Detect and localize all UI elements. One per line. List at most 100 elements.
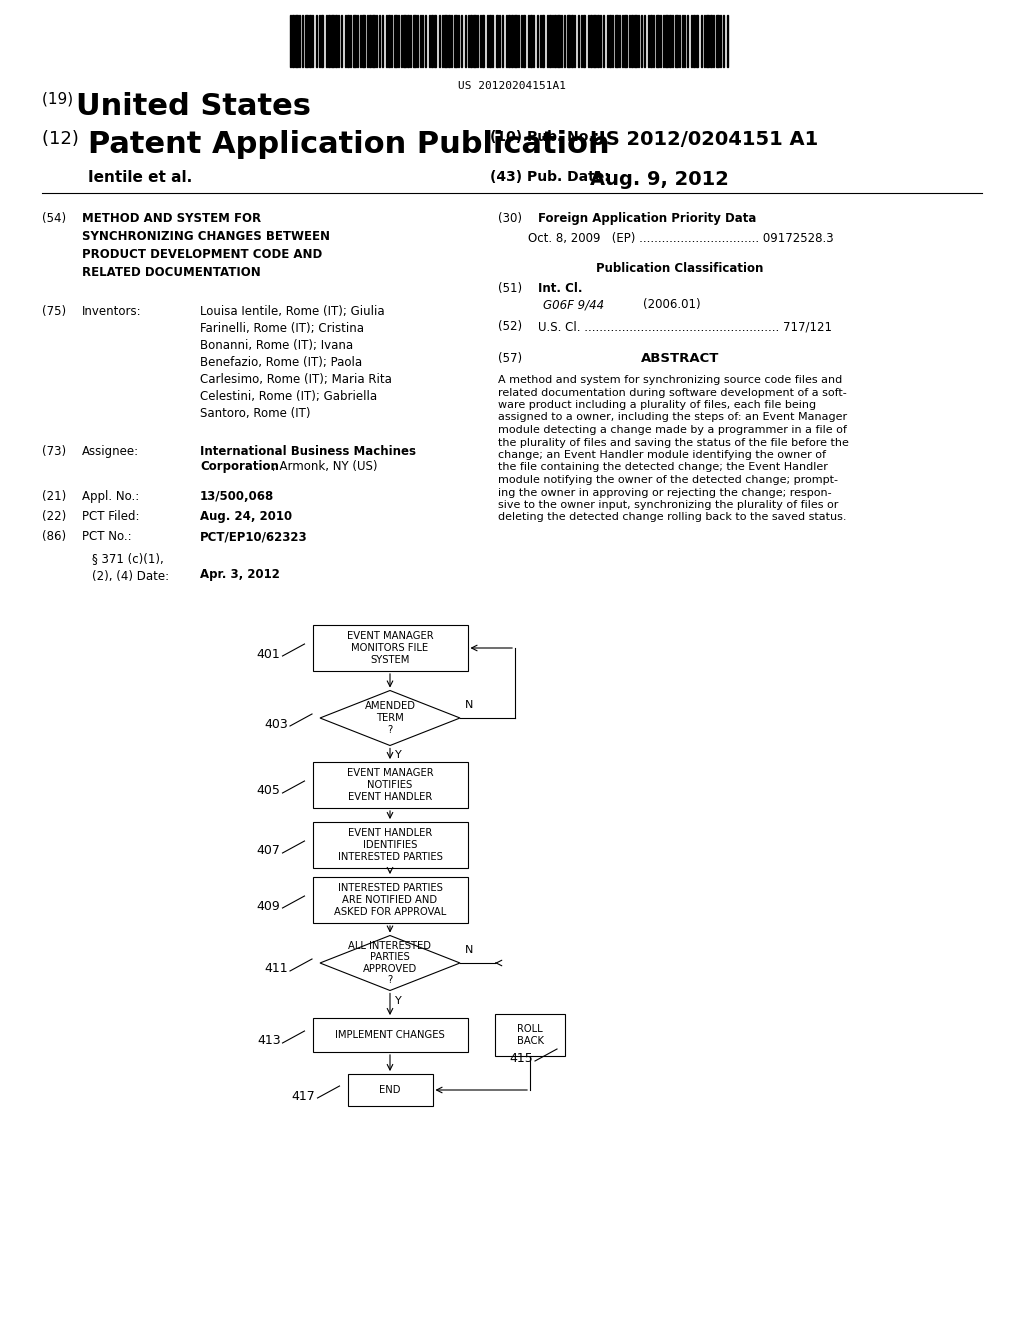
Text: ing the owner in approving or rejecting the change; respon-: ing the owner in approving or rejecting … bbox=[498, 487, 831, 498]
Bar bbox=[523, 15, 525, 67]
Bar bbox=[542, 15, 544, 67]
Bar bbox=[312, 876, 468, 923]
Text: assigned to a owner, including the steps of: an Event Manager: assigned to a owner, including the steps… bbox=[498, 412, 847, 422]
Bar bbox=[312, 624, 468, 671]
Bar bbox=[403, 15, 406, 67]
Bar bbox=[473, 15, 476, 67]
Text: END: END bbox=[379, 1085, 400, 1096]
Bar bbox=[549, 15, 551, 67]
Text: 411: 411 bbox=[264, 962, 288, 975]
Text: PCT/EP10/62323: PCT/EP10/62323 bbox=[200, 531, 307, 543]
Bar bbox=[407, 15, 409, 67]
Bar bbox=[312, 762, 468, 808]
Text: (73): (73) bbox=[42, 445, 67, 458]
Bar bbox=[675, 15, 678, 67]
Text: Louisa Ientile, Rome (IT); Giulia
Farinelli, Rome (IT); Cristina
Bonanni, Rome (: Louisa Ientile, Rome (IT); Giulia Farine… bbox=[200, 305, 392, 420]
Text: Aug. 24, 2010: Aug. 24, 2010 bbox=[200, 510, 292, 523]
Bar bbox=[470, 15, 472, 67]
Text: 401: 401 bbox=[257, 648, 281, 660]
Bar bbox=[530, 15, 532, 67]
Text: (52): (52) bbox=[498, 319, 522, 333]
Text: METHOD AND SYSTEM FOR
SYNCHRONIZING CHANGES BETWEEN
PRODUCT DEVELOPMENT CODE AND: METHOD AND SYSTEM FOR SYNCHRONIZING CHAN… bbox=[82, 213, 330, 279]
Bar bbox=[312, 1018, 468, 1052]
Text: U.S. Cl. .................................................... 717/121: U.S. Cl. ...............................… bbox=[538, 319, 831, 333]
Text: AMENDED
TERM
?: AMENDED TERM ? bbox=[365, 701, 416, 735]
Text: Patent Application Publication: Patent Application Publication bbox=[88, 129, 609, 158]
Bar bbox=[305, 15, 308, 67]
Text: EVENT MANAGER
NOTIFIES
EVENT HANDLER: EVENT MANAGER NOTIFIES EVENT HANDLER bbox=[347, 768, 433, 801]
Bar bbox=[372, 15, 375, 67]
Bar bbox=[597, 15, 599, 67]
Bar bbox=[710, 15, 712, 67]
Bar bbox=[593, 15, 596, 67]
Bar bbox=[706, 15, 709, 67]
Text: INTERESTED PARTIES
ARE NOTIFIED AND
ASKED FOR APPROVAL: INTERESTED PARTIES ARE NOTIFIED AND ASKE… bbox=[334, 883, 446, 916]
Text: Apr. 3, 2012: Apr. 3, 2012 bbox=[200, 568, 280, 581]
Text: 413: 413 bbox=[257, 1035, 281, 1048]
Bar bbox=[347, 1074, 432, 1106]
Text: A method and system for synchronizing source code files and: A method and system for synchronizing so… bbox=[498, 375, 843, 385]
Bar bbox=[557, 15, 560, 67]
Text: EVENT HANDLER
IDENTIFIES
INTERESTED PARTIES: EVENT HANDLER IDENTIFIES INTERESTED PART… bbox=[338, 829, 442, 862]
Bar bbox=[615, 15, 618, 67]
Text: Oct. 8, 2009   (EP) ................................ 09172528.3: Oct. 8, 2009 (EP) ......................… bbox=[528, 232, 834, 246]
Bar bbox=[321, 15, 323, 67]
Bar bbox=[362, 15, 365, 67]
Text: (19): (19) bbox=[42, 92, 78, 107]
Text: 407: 407 bbox=[257, 845, 281, 858]
Text: (21): (21) bbox=[42, 490, 67, 503]
Bar bbox=[716, 15, 719, 67]
Text: Inventors:: Inventors: bbox=[82, 305, 141, 318]
Text: the plurality of files and saving the status of the file before the: the plurality of files and saving the st… bbox=[498, 437, 849, 447]
Text: International Business Machines: International Business Machines bbox=[200, 445, 416, 458]
Text: EVENT MANAGER
MONITORS FILE
SYSTEM: EVENT MANAGER MONITORS FILE SYSTEM bbox=[347, 631, 433, 664]
Text: Y: Y bbox=[395, 995, 401, 1006]
Text: US 2012/0204151 A1: US 2012/0204151 A1 bbox=[590, 129, 818, 149]
Text: Int. Cl.: Int. Cl. bbox=[538, 282, 583, 294]
Bar bbox=[431, 15, 433, 67]
Text: module detecting a change made by a programmer in a file of: module detecting a change made by a prog… bbox=[498, 425, 847, 436]
Text: (54): (54) bbox=[42, 213, 67, 224]
Text: United States: United States bbox=[76, 92, 311, 121]
Bar bbox=[665, 15, 668, 67]
Text: ALL INTERESTED
PARTIES
APPROVED
?: ALL INTERESTED PARTIES APPROVED ? bbox=[348, 941, 431, 986]
Text: 405: 405 bbox=[257, 784, 281, 797]
Text: N: N bbox=[465, 700, 473, 710]
Text: Publication Classification: Publication Classification bbox=[596, 261, 764, 275]
Text: module notifying the owner of the detected change; prompt-: module notifying the owner of the detect… bbox=[498, 475, 838, 484]
Bar bbox=[650, 15, 652, 67]
Text: (57): (57) bbox=[498, 352, 522, 366]
Bar bbox=[295, 15, 298, 67]
Text: G06F 9/44: G06F 9/44 bbox=[543, 298, 604, 312]
Bar bbox=[353, 15, 356, 67]
Bar bbox=[347, 15, 349, 67]
Bar bbox=[631, 15, 633, 67]
Text: sive to the owner input, synchronizing the plurality of files or: sive to the owner input, synchronizing t… bbox=[498, 500, 839, 510]
Bar bbox=[489, 15, 490, 67]
Text: change; an Event Handler module identifying the owner of: change; an Event Handler module identify… bbox=[498, 450, 826, 459]
Text: PCT No.:: PCT No.: bbox=[82, 531, 132, 543]
Text: Corporation: Corporation bbox=[200, 459, 279, 473]
Bar bbox=[394, 15, 397, 67]
Bar bbox=[434, 15, 436, 67]
Text: Assignee:: Assignee: bbox=[82, 445, 139, 458]
Bar bbox=[669, 15, 671, 67]
Text: (43) Pub. Date:: (43) Pub. Date: bbox=[490, 170, 609, 183]
Text: 409: 409 bbox=[257, 899, 281, 912]
Bar bbox=[482, 15, 484, 67]
Bar bbox=[309, 15, 311, 67]
Bar bbox=[554, 15, 556, 67]
Text: § 371 (c)(1),
(2), (4) Date:: § 371 (c)(1), (2), (4) Date: bbox=[92, 552, 169, 583]
Bar bbox=[571, 15, 573, 67]
Text: Ientile et al.: Ientile et al. bbox=[88, 170, 193, 185]
Bar bbox=[312, 822, 468, 869]
Text: PCT Filed:: PCT Filed: bbox=[82, 510, 139, 523]
Bar bbox=[413, 15, 416, 67]
Bar bbox=[449, 15, 450, 67]
Bar bbox=[369, 15, 371, 67]
Text: IMPLEMENT CHANGES: IMPLEMENT CHANGES bbox=[335, 1030, 444, 1040]
Text: ROLL
BACK: ROLL BACK bbox=[516, 1024, 544, 1045]
Bar bbox=[495, 1014, 565, 1056]
Bar bbox=[514, 15, 517, 67]
Text: Foreign Application Priority Data: Foreign Application Priority Data bbox=[538, 213, 757, 224]
